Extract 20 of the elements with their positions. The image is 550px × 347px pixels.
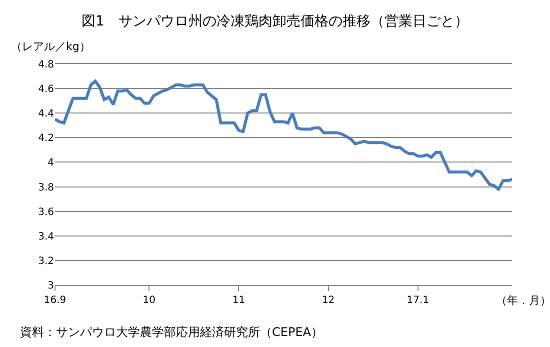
y-tick-label: 3.6 — [38, 206, 54, 218]
line-series — [55, 80, 512, 191]
y-tick-label: 3.4 — [38, 231, 54, 242]
y-tick-label: 4.4 — [38, 108, 54, 120]
y-tick-label: 4.8 — [38, 60, 54, 70]
x-axis-title: （年．月） — [496, 294, 550, 307]
x-tick-label: 17.1 — [406, 295, 430, 306]
x-tick-label: 11 — [232, 295, 246, 306]
y-tick-label: 4 — [48, 158, 54, 169]
x-tick-label: 12 — [322, 295, 335, 306]
x-tick-label: 10 — [142, 295, 156, 306]
y-tick-label: 3.8 — [38, 182, 54, 194]
x-tick-label: 16.9 — [44, 295, 66, 306]
y-axis-title: （レアル／kg） — [11, 40, 90, 53]
chart-title: 図1 サンパウロ州の冷凍鶏肉卸売価格の推移（営業日ごと） — [82, 13, 468, 30]
y-tick-label: 4.2 — [38, 133, 54, 144]
y-tick-label: 3.2 — [38, 256, 54, 267]
y-tick-label: 4.6 — [38, 84, 54, 96]
text: 資料：サンパウロ大学農学部応用経済研究所（CEPEA） — [20, 325, 323, 339]
y-tick-label: 3 — [48, 280, 54, 292]
